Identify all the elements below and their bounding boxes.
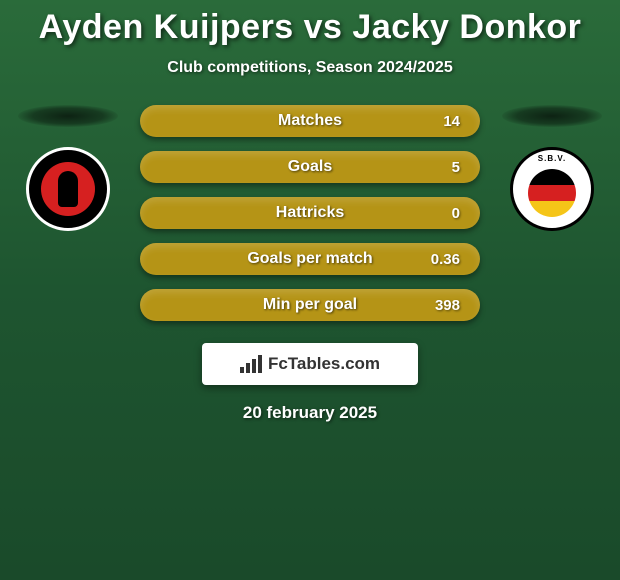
stat-row-matches: Matches 14 [140,105,480,137]
stat-label: Matches [278,112,342,130]
excelsior-text: S.B.V. [513,150,591,163]
stat-value: 398 [435,297,460,314]
stat-value: 0 [452,205,460,222]
stripe-yellow [528,201,576,217]
left-side [18,105,118,231]
comparison-content: Matches 14 Goals 5 Hattricks 0 Goals per… [0,105,620,321]
stat-label: Goals [288,158,332,176]
club-logo-left [26,147,110,231]
helmond-cat-icon [58,171,78,207]
brand-text: FcTables.com [268,354,380,374]
stripe-red [528,185,576,201]
stat-label: Hattricks [276,204,344,222]
stat-row-mpg: Min per goal 398 [140,289,480,321]
stat-row-goals: Goals 5 [140,151,480,183]
excelsior-flag [528,169,576,217]
subtitle: Club competitions, Season 2024/2025 [0,59,620,77]
player-shadow-left [18,105,118,127]
stats-bars: Matches 14 Goals 5 Hattricks 0 Goals per… [140,105,480,321]
stat-label: Min per goal [263,296,357,314]
stat-value: 0.36 [431,251,460,268]
stat-row-hattricks: Hattricks 0 [140,197,480,229]
club-logo-right: S.B.V. [510,147,594,231]
page-title: Ayden Kuijpers vs Jacky Donkor [0,0,620,47]
excelsior-flag-wrap [513,163,591,228]
player-shadow-right [502,105,602,127]
date-text: 20 february 2025 [0,403,620,423]
stat-label: Goals per match [247,250,372,268]
helmond-inner-circle [41,162,95,216]
right-side: S.B.V. [502,105,602,231]
bar-chart-icon [240,355,262,373]
brand-box[interactable]: FcTables.com [202,343,418,385]
stripe-black [528,169,576,185]
stat-value: 14 [443,113,460,130]
stat-value: 5 [452,159,460,176]
stat-row-gpm: Goals per match 0.36 [140,243,480,275]
